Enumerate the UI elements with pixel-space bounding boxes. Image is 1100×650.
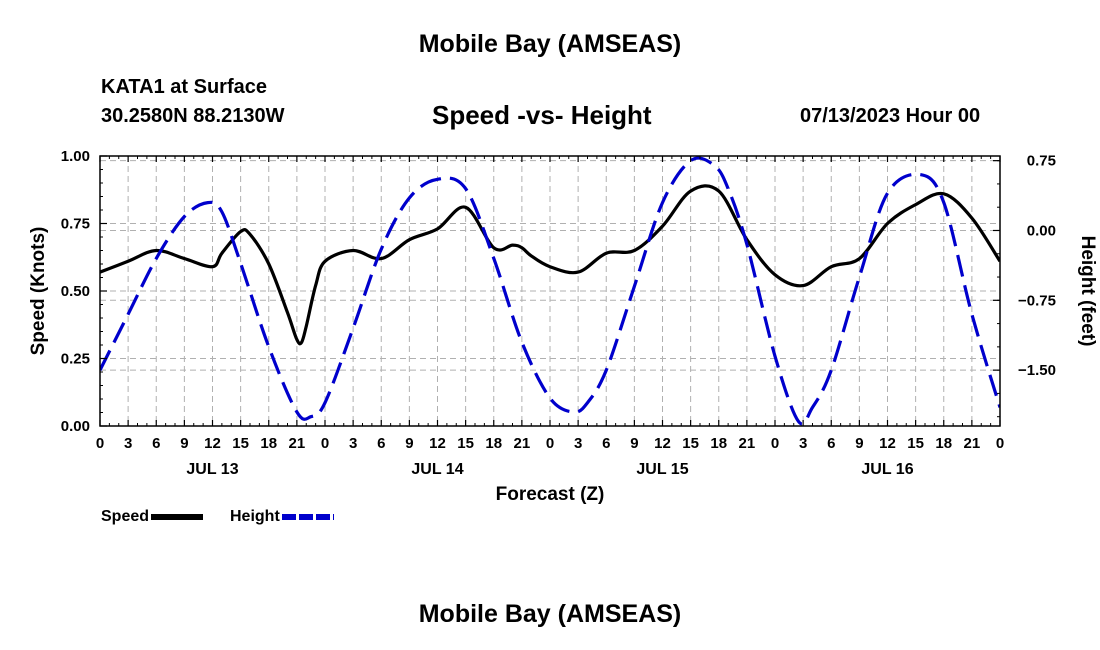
x-tick-label: 0: [996, 435, 1004, 452]
run-time: 07/13/2023 Hour 00: [800, 105, 981, 127]
x-tick-label: 15: [907, 435, 924, 452]
x-tick-label: 15: [682, 435, 699, 452]
x-tick-label: 12: [879, 435, 896, 452]
legend-label-speed: Speed: [101, 508, 150, 525]
y2-tick-label: −1.50: [1018, 362, 1056, 379]
chart-title: Speed -vs- Height: [432, 100, 652, 130]
x-tick-label: 12: [429, 435, 446, 452]
y-tick-label: 1.00: [61, 148, 90, 165]
x-tick-label: 3: [799, 435, 807, 452]
top-title: Mobile Bay (AMSEAS): [418, 30, 682, 58]
x-tick-label: 3: [124, 435, 132, 452]
x-tick-label: 21: [514, 435, 531, 452]
x-tick-label: 3: [349, 435, 357, 452]
grid-lines: [100, 156, 1000, 426]
x-tick-label: 0: [546, 435, 554, 452]
x-tick-label: 15: [457, 435, 474, 452]
x-tick-label: 9: [405, 435, 413, 452]
x-tick-label: 18: [485, 435, 502, 452]
legend-item-speed: Speed: [101, 508, 204, 526]
x-tick-label: 0: [96, 435, 104, 452]
x-tick-label: 9: [180, 435, 188, 452]
y-axis-title: Speed (Knots): [28, 227, 49, 356]
x-tick-label: 3: [574, 435, 582, 452]
x-tick-label: 0: [321, 435, 329, 452]
x-tick-label: 6: [377, 435, 385, 452]
y-tick-label: 0.75: [61, 216, 90, 233]
legend-label-height: Height: [230, 508, 280, 525]
y-tick-label: 0.50: [61, 283, 90, 300]
x-tick-label: 18: [935, 435, 952, 452]
x-tick-label: 9: [855, 435, 863, 452]
x-tick-label: 12: [654, 435, 671, 452]
x-tick-label: 6: [602, 435, 610, 452]
bottom-title: Mobile Bay (AMSEAS): [418, 600, 682, 628]
x-tick-label: 0: [771, 435, 779, 452]
x-tick-label: 18: [710, 435, 727, 452]
y-tick-label: 0.00: [61, 418, 90, 435]
x-tick-label: 9: [630, 435, 638, 452]
series-line-height: [100, 156, 1000, 426]
date-label: JUL 16: [861, 461, 913, 478]
date-label: JUL 15: [636, 461, 688, 478]
legend-swatch-speed: [151, 514, 204, 520]
x-tick-label: 6: [152, 435, 160, 452]
x-tick-label: 18: [260, 435, 277, 452]
station-label: KATA1 at Surface: [101, 76, 267, 98]
x-tick-label: 6: [827, 435, 835, 452]
axes: 0 3 6 9 12 15 18 21 0 3 6 9 12 15 18 21 0 3 6 9 12 15 18 21 0 3 6 9…: [28, 148, 1098, 505]
x-tick-label: 15: [232, 435, 249, 452]
x-tick-label: 21: [739, 435, 756, 452]
y2-tick-label: 0.75: [1027, 153, 1056, 170]
x-tick-label: 21: [964, 435, 981, 452]
y2-tick-label: 0.00: [1027, 222, 1056, 239]
x-axis-title: Forecast (Z): [496, 484, 605, 505]
y-tick-label: 0.25: [61, 351, 90, 368]
legend-item-height: Height: [230, 508, 334, 526]
station-coordinates: 30.2580N 88.2130W: [101, 105, 285, 127]
series-lines: [100, 156, 1000, 426]
y2-axis-title: Height (feet): [1077, 236, 1098, 347]
series-line-speed: [100, 184, 1000, 346]
x-tick-label: 12: [204, 435, 221, 452]
y2-tick-label: −0.75: [1018, 292, 1056, 309]
date-label: JUL 14: [411, 461, 463, 478]
legend-swatch-height: [281, 514, 334, 520]
x-tick-label: 21: [289, 435, 306, 452]
date-label: JUL 13: [186, 461, 238, 478]
